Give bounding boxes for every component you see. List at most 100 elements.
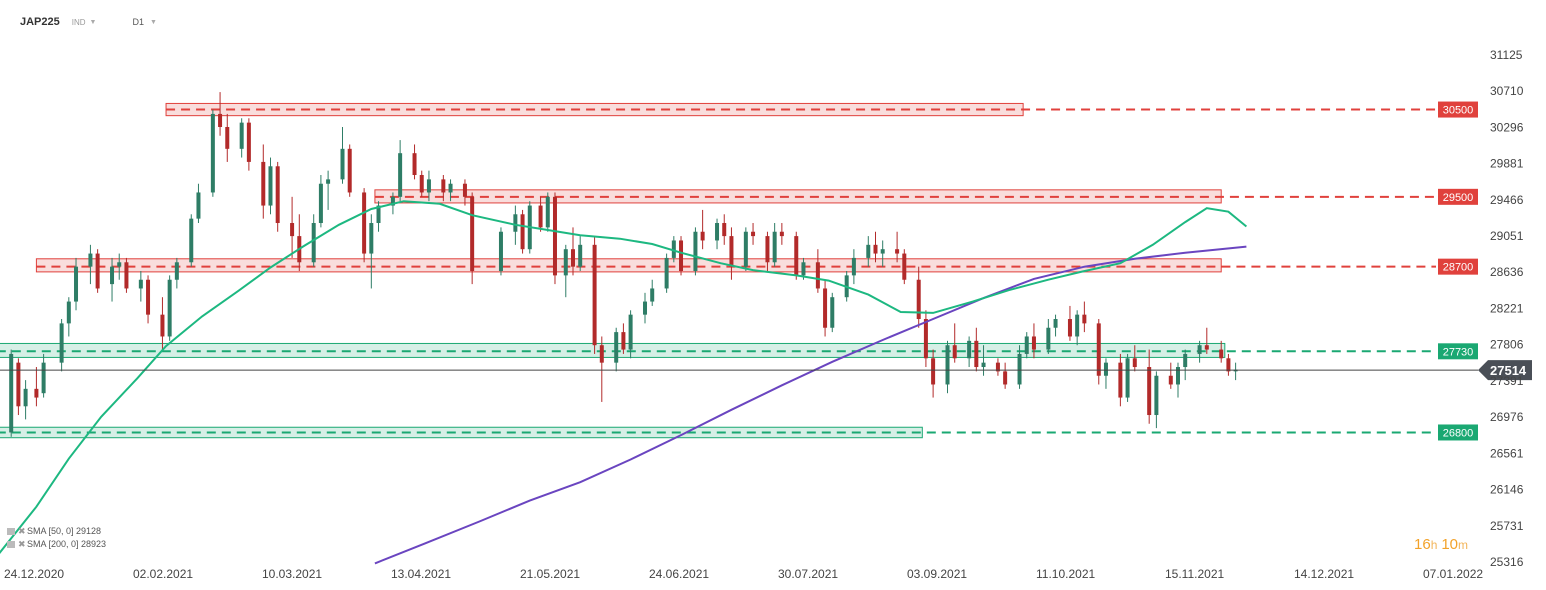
candle-body	[376, 205, 381, 224]
candle	[628, 310, 633, 359]
candle	[369, 214, 374, 289]
y-tick-label: 29881	[1490, 157, 1524, 171]
candle	[1168, 362, 1173, 389]
candle	[1017, 345, 1022, 389]
y-tick-label: 25731	[1490, 519, 1524, 533]
candle	[902, 249, 907, 285]
candle	[124, 257, 129, 293]
legend-bars-icon	[7, 528, 15, 535]
candle-body	[945, 345, 950, 385]
res-level-tag: 28700	[1438, 258, 1478, 275]
x-tick-label: 24.06.2021	[649, 567, 709, 581]
candle	[570, 227, 575, 276]
candle	[866, 236, 871, 267]
candle	[138, 271, 143, 302]
y-tick-label: 30296	[1490, 120, 1524, 134]
candle	[1075, 310, 1080, 346]
timer-hours: 16	[1414, 536, 1431, 553]
candle-body	[1075, 314, 1080, 337]
candle	[578, 236, 583, 272]
candle	[419, 170, 424, 197]
candle-body	[1067, 319, 1072, 337]
candle-body	[448, 183, 453, 193]
res-level-tag-bg	[1438, 258, 1478, 275]
candle-body	[1053, 319, 1058, 328]
timeframe-dropdown-chevron-icon[interactable]: ▼	[150, 18, 157, 26]
candle	[117, 253, 122, 280]
candle-body	[1031, 336, 1036, 350]
candle-body	[751, 231, 756, 237]
candle-body	[390, 196, 395, 206]
candle-body	[866, 244, 871, 258]
candle	[66, 297, 71, 337]
timeframe-selector[interactable]: D1	[132, 17, 144, 27]
symbol-dropdown-chevron-icon[interactable]: ▼	[89, 18, 97, 26]
candle-body	[311, 223, 316, 263]
candle-body	[628, 314, 633, 350]
candle	[851, 249, 856, 285]
candle	[1003, 362, 1008, 389]
candle-body	[189, 218, 194, 263]
candle	[1175, 362, 1180, 398]
candle	[552, 192, 557, 285]
market-tag: IND	[71, 17, 86, 27]
candle-body	[419, 175, 424, 193]
candle	[59, 319, 64, 372]
candle-body	[873, 244, 878, 254]
candle	[239, 118, 244, 158]
level-zones: 30500 29500 28700 27730 26800	[0, 101, 1478, 441]
legend-close-icon: ✖	[18, 526, 26, 536]
candle	[538, 196, 543, 232]
y-tick-label: 25316	[1490, 555, 1524, 569]
candle	[715, 218, 720, 250]
time-axis[interactable]: 24.12.2020 02.02.2021 10.03.2021 13.04.2021…	[4, 567, 1483, 581]
candle	[765, 231, 770, 272]
candle-body	[679, 240, 684, 272]
candle-body	[59, 323, 64, 363]
candle	[995, 358, 1000, 376]
candle	[873, 231, 878, 263]
candle-body	[1154, 375, 1159, 416]
price-axis[interactable]: 31125 30710 30296 29881 29466 29051 28636 28221…	[1490, 48, 1524, 569]
candle-body	[743, 231, 748, 267]
candle-body	[1082, 314, 1087, 324]
candle	[1046, 319, 1051, 354]
candle	[700, 209, 705, 250]
candle	[671, 236, 676, 263]
candle	[412, 144, 417, 180]
candle-body	[779, 231, 784, 237]
candle	[189, 214, 194, 267]
candle	[275, 161, 280, 232]
symbol-name[interactable]: JAP225	[20, 16, 60, 28]
candle-body	[880, 249, 885, 254]
candle	[146, 275, 151, 324]
candle-body	[578, 244, 583, 267]
candle-body	[41, 362, 46, 394]
candle-body	[1118, 362, 1123, 398]
candle	[974, 327, 979, 372]
candle-body	[290, 223, 295, 237]
candle-body	[1132, 358, 1137, 368]
candle-body	[498, 231, 503, 272]
legend-label: SMA [50, 0] 29128	[27, 526, 101, 536]
x-tick-label: 14.12.2021	[1294, 567, 1354, 581]
candle	[196, 183, 201, 224]
candle-body	[1103, 362, 1108, 376]
sup-level-tag: 27730	[1438, 343, 1478, 360]
candle	[664, 253, 669, 293]
candle	[967, 336, 972, 368]
candle-body	[545, 196, 550, 228]
candle-body	[794, 236, 799, 276]
candle-body	[239, 122, 244, 149]
candle-body	[23, 388, 28, 407]
candle	[41, 353, 46, 398]
candle	[376, 201, 381, 232]
timer-minutes: 10	[1441, 536, 1458, 553]
candle-body	[614, 332, 619, 363]
x-tick-label: 10.03.2021	[262, 567, 322, 581]
candle	[318, 175, 323, 228]
candle-body	[362, 192, 367, 254]
legend-label: SMA [200, 0] 28923	[27, 539, 106, 549]
candle-body	[671, 240, 676, 258]
